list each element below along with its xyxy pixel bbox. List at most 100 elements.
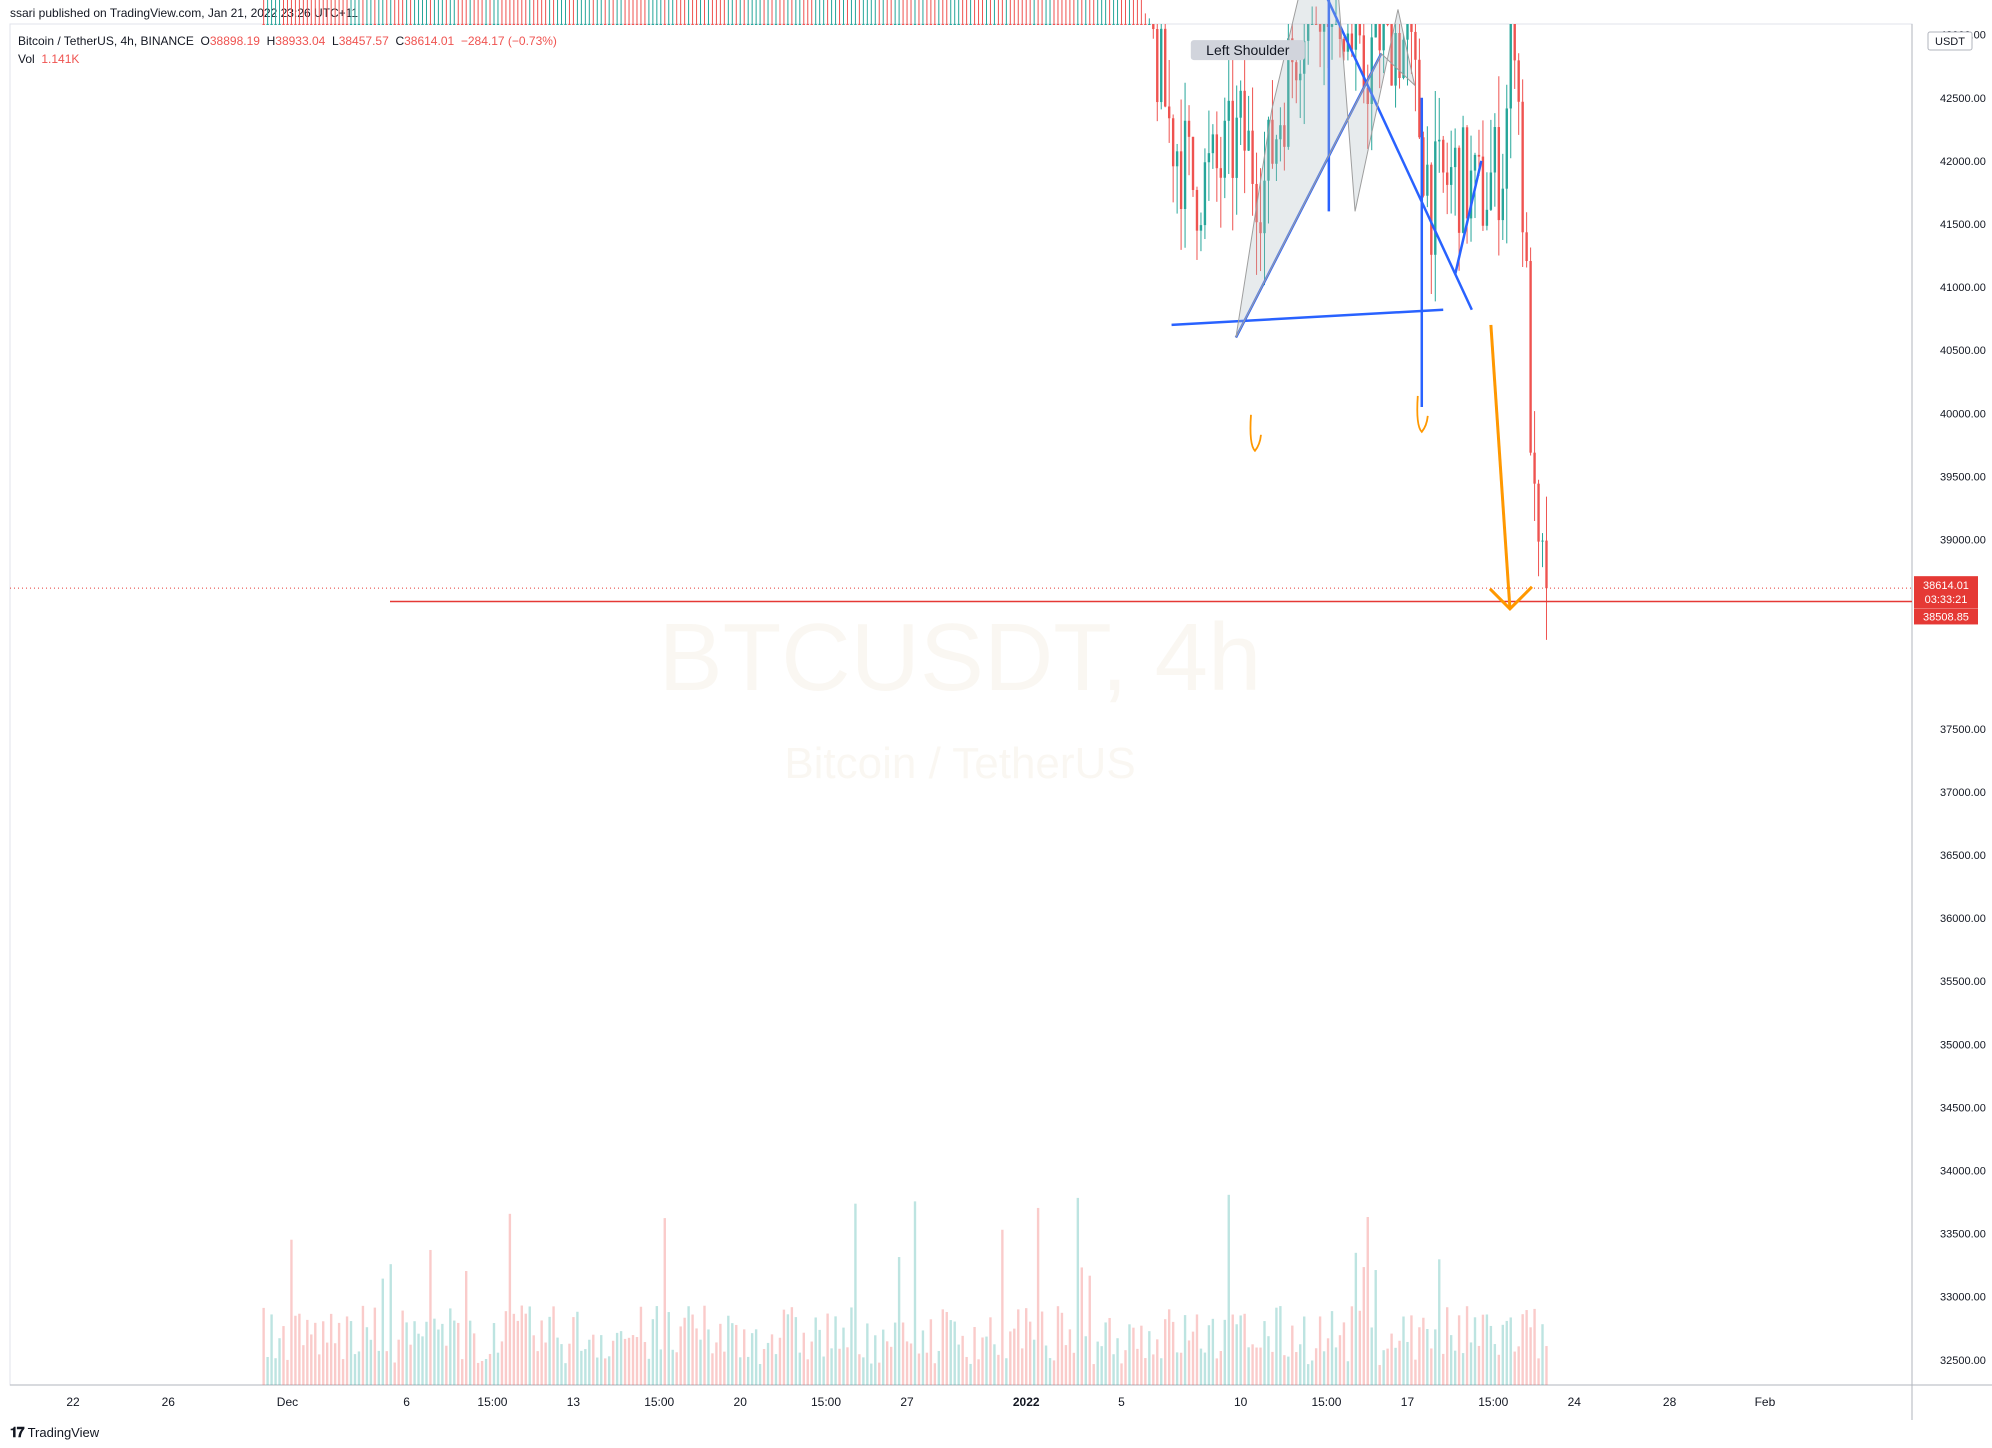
volume-bar [901, 1322, 905, 1385]
y-tick-label: 40500.00 [1940, 345, 1986, 357]
volume-bar [365, 1327, 369, 1385]
candle-body [1152, 24, 1155, 30]
candle-body [1505, 108, 1508, 189]
volume-bar [897, 1257, 901, 1385]
volume-bar [278, 1338, 281, 1385]
descending-trendline[interactable] [1019, 0, 1473, 311]
volume-bar [711, 1353, 714, 1385]
x-tick-label: 20 [734, 1395, 748, 1409]
volume-bar [433, 1318, 436, 1385]
breakout-line[interactable] [1453, 160, 1483, 275]
x-tick-label: 5 [1118, 1395, 1125, 1409]
candle-body [532, 24, 535, 25]
annotation-label[interactable]: Left Shoulder [1206, 42, 1290, 58]
candle-body [635, 24, 639, 25]
volume-bar [905, 1341, 909, 1385]
volume-bar [592, 1334, 595, 1385]
candle-body [675, 24, 678, 25]
candle-body [695, 24, 698, 25]
candle-body [1072, 24, 1076, 25]
volume-bar [1060, 1312, 1064, 1385]
candle-body [1334, 24, 1338, 25]
volume-bar [1461, 1353, 1465, 1385]
candle-body [830, 24, 833, 25]
x-tick-label: 10 [1234, 1395, 1248, 1409]
candle-body [544, 24, 547, 25]
volume-bar [703, 1305, 706, 1385]
candle-body [345, 24, 349, 25]
volume-bar [492, 1323, 496, 1385]
candle-body [782, 24, 786, 25]
candle-body [949, 24, 952, 25]
volume-bar [1044, 1345, 1048, 1385]
volume-bar [1529, 1327, 1532, 1385]
candle-body [1160, 28, 1163, 103]
candle-body [1239, 90, 1242, 118]
volume-bar [1064, 1345, 1068, 1385]
volume-bar [886, 1341, 889, 1385]
candle-body [445, 24, 448, 25]
volume-bar [782, 1309, 786, 1385]
volume-bar [1187, 1340, 1191, 1385]
volume-bar [1446, 1307, 1449, 1385]
candle-body [437, 24, 440, 25]
candle-body [1124, 24, 1127, 25]
vol-label: Vol [18, 52, 35, 66]
volume-bar [306, 1319, 309, 1385]
candle-body [461, 24, 464, 25]
candle-body [691, 24, 694, 25]
volume-bar [893, 1322, 897, 1385]
volume-bar [322, 1321, 325, 1385]
candle-body [397, 24, 400, 25]
candle-body [1084, 24, 1087, 25]
y-tick-label: 32500.00 [1940, 1355, 1986, 1367]
candle-body [1056, 24, 1060, 25]
volume-bar [397, 1339, 400, 1385]
candle-body [814, 24, 817, 25]
volume-bar [1128, 1324, 1131, 1385]
y-tick-label: 42000.00 [1940, 156, 1986, 168]
high-label: H [266, 34, 276, 48]
volume-bar [262, 1307, 265, 1385]
candle-body [794, 24, 798, 25]
watermark-symbol: BTCUSDT, 4h [659, 604, 1262, 711]
candle-body [465, 24, 468, 25]
candle-body [1199, 225, 1203, 231]
volume-bar [1354, 1252, 1358, 1385]
volume-bar [1521, 1314, 1524, 1385]
currency-label[interactable]: USDT [1935, 36, 1965, 48]
candle-body [401, 24, 404, 25]
volume-bar [1469, 1342, 1473, 1385]
symbol-legend[interactable]: Bitcoin / TetherUS, 4h, BINANCE O38898.1… [18, 34, 557, 48]
x-tick-label: 26 [162, 1395, 176, 1409]
neckline[interactable] [1171, 308, 1444, 327]
footer-brand[interactable]: 𝟏𝟕 TradingView [10, 1424, 99, 1441]
candle-body [842, 24, 845, 25]
volume-bar [695, 1328, 698, 1385]
head-shoulders-shape[interactable] [1235, 0, 1416, 338]
candle-body [929, 24, 933, 25]
volume-bar [504, 1311, 508, 1385]
volume-bar [1124, 1350, 1127, 1385]
volume-bar [913, 1201, 917, 1385]
candle-body [1005, 24, 1008, 25]
volume-bar [341, 1359, 345, 1385]
volume-bar [1005, 1358, 1008, 1385]
volume-legend[interactable]: Vol 1.141K [18, 52, 79, 66]
candle-body [1021, 24, 1024, 25]
volume-bar [933, 1363, 937, 1385]
volume-bar [465, 1271, 468, 1385]
candle-body [1013, 24, 1016, 25]
candle-body [834, 24, 837, 25]
projection-arrow[interactable] [1489, 324, 1512, 609]
candle-body [822, 24, 825, 25]
x-tick-label: Feb [1755, 1395, 1776, 1409]
volume-bar [1457, 1315, 1461, 1385]
volume-bar [373, 1307, 377, 1385]
volume-bar [480, 1360, 484, 1385]
volume-bar [437, 1329, 440, 1385]
volume-bar [1136, 1348, 1139, 1385]
candle-body [607, 24, 611, 25]
candle-body [1442, 139, 1445, 173]
